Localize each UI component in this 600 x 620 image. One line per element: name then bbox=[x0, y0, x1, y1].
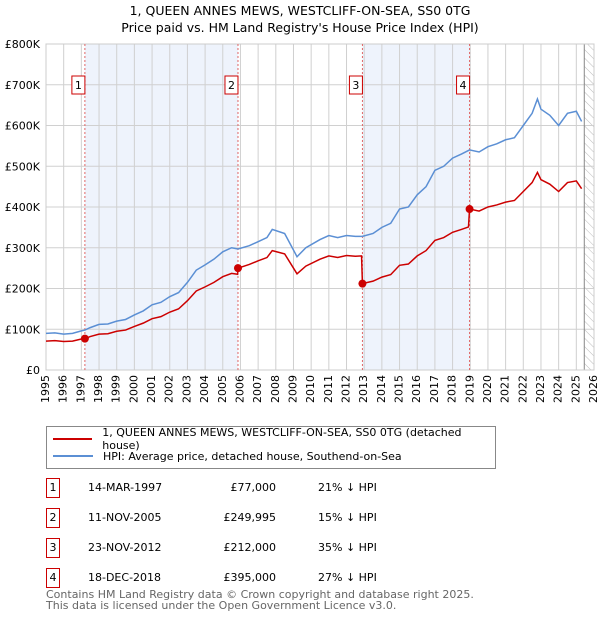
x-tick-label: 2025 bbox=[569, 375, 582, 403]
legend-blue-line bbox=[53, 455, 93, 457]
sale-marker-label: 1 bbox=[75, 79, 82, 92]
chart-title: 1, QUEEN ANNES MEWS, WESTCLIFF-ON-SEA, S… bbox=[129, 3, 471, 18]
sale-badge: 2 bbox=[46, 508, 60, 528]
x-tick-label: 2007 bbox=[251, 375, 264, 403]
sale-price: £77,000 bbox=[230, 481, 277, 494]
x-tick-label: 2010 bbox=[304, 375, 317, 403]
x-tick-label: 2023 bbox=[534, 375, 547, 403]
sale-marker-label: 2 bbox=[228, 79, 235, 92]
x-tick-label: 2016 bbox=[410, 375, 423, 403]
x-tick-label: 2013 bbox=[357, 375, 370, 403]
x-tick-label: 2008 bbox=[269, 375, 282, 403]
x-tick-label: 2003 bbox=[180, 375, 193, 403]
x-tick-label: 2021 bbox=[499, 375, 512, 403]
sale-marker-label: 4 bbox=[460, 79, 467, 92]
legend-red-line bbox=[53, 438, 93, 440]
sale-marker-box bbox=[71, 75, 86, 95]
sale-point bbox=[80, 334, 89, 343]
x-tick-label: 2000 bbox=[127, 375, 140, 403]
x-tick-label: 2020 bbox=[481, 375, 494, 403]
sale-price: £395,000 bbox=[223, 571, 277, 584]
sale-hpi-diff: 35% ↓ HPI bbox=[318, 541, 377, 554]
x-tick-label: 2019 bbox=[463, 375, 476, 403]
y-tick-label: £600K bbox=[5, 120, 41, 133]
x-tick-label: 2011 bbox=[322, 375, 335, 403]
x-tick-label: 2022 bbox=[516, 375, 529, 403]
sale-row: 1 14-MAR-1997 £77,000 21% ↓ HPI bbox=[46, 478, 466, 498]
sale-point bbox=[465, 205, 474, 214]
plot-border bbox=[45, 43, 595, 371]
series-line bbox=[45, 96, 583, 335]
x-tick-label: 1995 bbox=[39, 375, 52, 403]
y-tick-label: £400K bbox=[5, 201, 41, 214]
sale-point bbox=[358, 279, 367, 288]
footer: Contains HM Land Registry data © Crown c… bbox=[46, 589, 474, 611]
x-tick-label: 2009 bbox=[286, 375, 299, 403]
sale-hpi-diff: 21% ↓ HPI bbox=[318, 481, 377, 494]
legend-hpi: HPI: Average price, detached house, Sout… bbox=[103, 449, 402, 463]
sale-marker-label: 3 bbox=[352, 79, 359, 92]
sale-date: 23-NOV-2012 bbox=[88, 541, 162, 554]
x-tick-label: 2004 bbox=[198, 375, 211, 403]
sale-row: 4 18-DEC-2018 £395,000 27% ↓ HPI bbox=[46, 568, 466, 588]
x-tick-label: 2005 bbox=[216, 375, 229, 403]
sale-badge: 3 bbox=[46, 538, 60, 558]
x-tick-label: 2006 bbox=[233, 375, 246, 403]
sale-hpi-diff: 27% ↓ HPI bbox=[318, 571, 377, 584]
sale-badge: 4 bbox=[46, 568, 60, 588]
sale-price: £249,995 bbox=[223, 511, 277, 524]
x-tick-label: 1996 bbox=[57, 375, 70, 403]
sale-point bbox=[233, 264, 242, 273]
sale-marker-box bbox=[456, 75, 471, 95]
sale-date: 14-MAR-1997 bbox=[88, 481, 163, 494]
x-tick-label: 2014 bbox=[375, 375, 388, 403]
y-tick-label: £100K bbox=[5, 323, 41, 336]
y-tick-label: £0 bbox=[26, 364, 40, 377]
sale-row: 3 23-NOV-2012 £212,000 35% ↓ HPI bbox=[46, 538, 466, 558]
footer-line-1: Contains HM Land Registry data © Crown c… bbox=[46, 588, 474, 601]
sale-price: £212,000 bbox=[223, 541, 277, 554]
legend: 1, QUEEN ANNES MEWS, WESTCLIFF-ON-SEA, S… bbox=[46, 426, 496, 469]
series-line bbox=[45, 170, 583, 343]
x-tick-label: 1999 bbox=[110, 375, 123, 403]
sale-marker-box bbox=[224, 75, 239, 95]
x-tick-label: 2002 bbox=[163, 375, 176, 403]
footer-line-2: This data is licensed under the Open Gov… bbox=[46, 599, 397, 612]
sale-marker-box bbox=[348, 75, 363, 95]
x-tick-label: 2024 bbox=[552, 375, 565, 403]
x-tick-label: 2017 bbox=[428, 375, 441, 403]
y-tick-label: £200K bbox=[5, 283, 41, 296]
sale-row: 2 11-NOV-2005 £249,995 15% ↓ HPI bbox=[46, 508, 466, 528]
x-tick-label: 2015 bbox=[393, 375, 406, 403]
x-tick-label: 2012 bbox=[340, 375, 353, 403]
x-tick-label: 2018 bbox=[446, 375, 459, 403]
y-tick-label: £300K bbox=[5, 242, 41, 255]
y-tick-label: £700K bbox=[5, 79, 41, 92]
x-tick-label: 1998 bbox=[92, 375, 105, 403]
legend-property: 1, QUEEN ANNES MEWS, WESTCLIFF-ON-SEA, S… bbox=[102, 426, 462, 452]
sale-badge: 1 bbox=[46, 478, 60, 498]
sale-date: 11-NOV-2005 bbox=[88, 511, 162, 524]
chart-subtitle: Price paid vs. HM Land Registry's House … bbox=[121, 20, 479, 35]
y-tick-label: £800K bbox=[5, 38, 41, 51]
x-tick-label: 2026 bbox=[587, 375, 600, 403]
price-chart: 1995 1996 1997 1998 1999 2000 2001 2002 2003 2004… bbox=[5, 38, 600, 403]
x-tick-label: 1997 bbox=[74, 375, 87, 403]
sale-hpi-diff: 15% ↓ HPI bbox=[318, 511, 377, 524]
x-tick-label: 2001 bbox=[145, 375, 158, 403]
sale-date: 18-DEC-2018 bbox=[88, 571, 162, 584]
y-tick-label: £500K bbox=[5, 160, 41, 173]
